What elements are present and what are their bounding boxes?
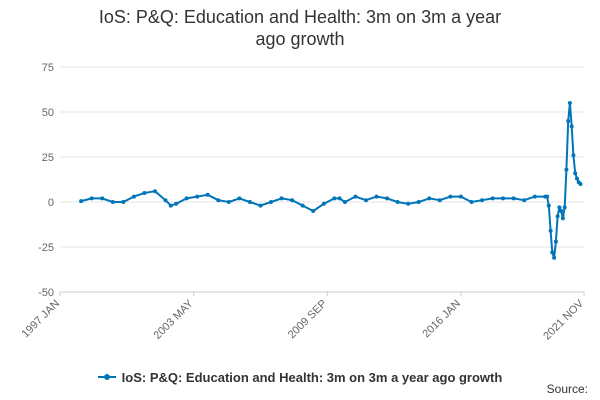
data-point: [545, 194, 550, 199]
x-tick-label: 2003 MAY: [152, 297, 197, 342]
data-point: [269, 200, 273, 204]
data-point: [458, 194, 463, 199]
data-point: [364, 198, 368, 203]
series-line: [80, 102, 582, 259]
data-point: [575, 176, 579, 181]
data-point: [321, 201, 326, 206]
data-point: [342, 200, 347, 204]
data-point: [578, 182, 583, 186]
data-point: [163, 198, 168, 203]
data-point: [567, 101, 572, 105]
y-tick-label: 25: [42, 152, 54, 164]
data-point: [560, 216, 565, 221]
data-point: [571, 153, 576, 158]
data-point: [110, 200, 115, 204]
data-point: [555, 214, 560, 219]
data-point: [511, 196, 516, 201]
data-point: [532, 194, 537, 199]
data-point: [247, 200, 252, 204]
data-point: [205, 192, 210, 197]
source-label[interactable]: Source:: [546, 382, 588, 396]
data-point: [559, 209, 564, 213]
data-point: [427, 196, 432, 201]
y-tick-label: 75: [42, 62, 54, 74]
data-point: [566, 119, 571, 123]
data-point: [395, 200, 400, 204]
data-point: [216, 198, 221, 203]
data-point: [121, 200, 126, 204]
data-point: [550, 250, 555, 255]
data-point: [195, 194, 200, 199]
data-point: [332, 196, 337, 201]
data-point: [153, 189, 157, 194]
chart-title-text: IoS: P&Q: Education and Health: 3m on 3m…: [98, 7, 502, 49]
data-point: [448, 194, 453, 199]
data-point: [552, 255, 557, 260]
data-point: [548, 228, 553, 233]
series-line-group: [79, 101, 583, 260]
legend[interactable]: IoS: P&Q: Education and Health: 3m on 3m…: [0, 366, 600, 385]
data-point: [79, 199, 84, 204]
data-point: [290, 198, 295, 203]
legend-item[interactable]: IoS: P&Q: Education and Health: 3m on 3m…: [97, 369, 503, 385]
data-point: [557, 205, 562, 210]
data-point: [490, 196, 495, 201]
gridlines: [60, 66, 584, 293]
data-point: [142, 191, 147, 195]
data-point: [279, 196, 284, 201]
y-tick-label: -25: [38, 242, 54, 254]
data-point: [573, 171, 578, 176]
data-point: [522, 198, 527, 203]
data-point: [546, 203, 551, 208]
data-point: [416, 200, 421, 204]
y-tick-label: -50: [38, 287, 54, 299]
x-tick-label: 2016 JAN: [420, 298, 463, 341]
x-tick-label: 2021 NOV: [541, 297, 586, 342]
y-tick-label: 50: [42, 107, 54, 119]
y-tick-label: 0: [48, 197, 54, 209]
data-point: [184, 196, 189, 201]
data-point: [480, 198, 484, 203]
data-point: [564, 167, 569, 172]
data-point: [501, 196, 506, 201]
data-point: [258, 203, 263, 208]
data-point: [89, 196, 94, 201]
x-tick-label: 1997 JAN: [19, 298, 62, 341]
data-point: [226, 200, 231, 204]
data-point: [337, 196, 342, 201]
data-point: [562, 205, 567, 210]
legend-label: IoS: P&Q: Education and Health: 3m on 3m…: [121, 369, 503, 385]
data-point: [237, 196, 242, 201]
data-point: [385, 196, 390, 201]
y-axis-tick-labels: -50 -25 0 25 50 75: [38, 62, 54, 299]
data-point: [311, 209, 316, 213]
data-point: [553, 239, 558, 244]
data-point: [469, 200, 474, 204]
chart-title: IoS: P&Q: Education and Health: 3m on 3m…: [0, 6, 600, 50]
legend-swatch-icon: [97, 374, 116, 380]
x-tick-label: 2009 SEP: [286, 298, 330, 342]
data-point: [100, 196, 105, 201]
data-point: [437, 198, 442, 203]
data-point: [406, 201, 411, 206]
data-point: [569, 124, 574, 129]
data-point: [353, 194, 358, 199]
data-point: [300, 203, 305, 208]
data-point: [131, 194, 136, 199]
data-point: [374, 194, 379, 199]
x-axis-tick-labels: 1997 JAN 2003 MAY 2009 SEP 2016 JAN 2021 NOV: [19, 292, 587, 342]
data-point: [168, 203, 173, 208]
data-point: [174, 201, 179, 206]
